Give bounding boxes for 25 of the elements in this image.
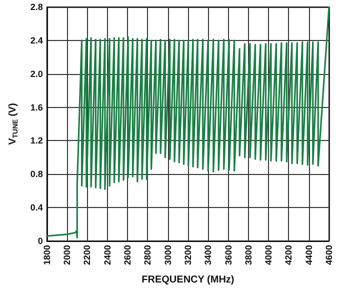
y-tick-label: 2.4 (30, 35, 43, 46)
x-tick-label: 3800 (243, 245, 254, 266)
x-tick-label: 2200 (82, 245, 92, 266)
x-tick-label: 4400 (304, 245, 314, 266)
x-tick-label: 4200 (284, 245, 294, 266)
x-tick-label: 1800 (42, 245, 52, 266)
x-tick-label: 3200 (182, 245, 193, 266)
x-tick-label: 4600 (324, 245, 334, 266)
x-axis-title: FREQUENCY (MHz) (142, 274, 234, 286)
y-tick-label: 1.6 (30, 102, 43, 112)
x-tick-label: 3400 (203, 245, 214, 266)
y-tick-label: 0.8 (30, 169, 43, 180)
y-tick-label: 0.4 (30, 202, 43, 213)
x-tick-label: 2800 (142, 245, 153, 266)
y-tick-label: 2.8 (30, 2, 43, 12)
y-tick-label: 1.2 (30, 136, 43, 146)
x-tick-label: 2000 (62, 245, 72, 266)
y-tick-label: 0 (38, 236, 43, 246)
x-tick-label: 3600 (223, 245, 234, 266)
x-tick-label: 2400 (102, 245, 112, 266)
y-tick-label: 2.0 (30, 68, 43, 79)
line-series (46, 6, 330, 238)
x-tick-label: 2600 (122, 245, 133, 266)
x-tick-label: 3000 (162, 245, 173, 266)
x-tick-label: 4000 (264, 245, 274, 266)
